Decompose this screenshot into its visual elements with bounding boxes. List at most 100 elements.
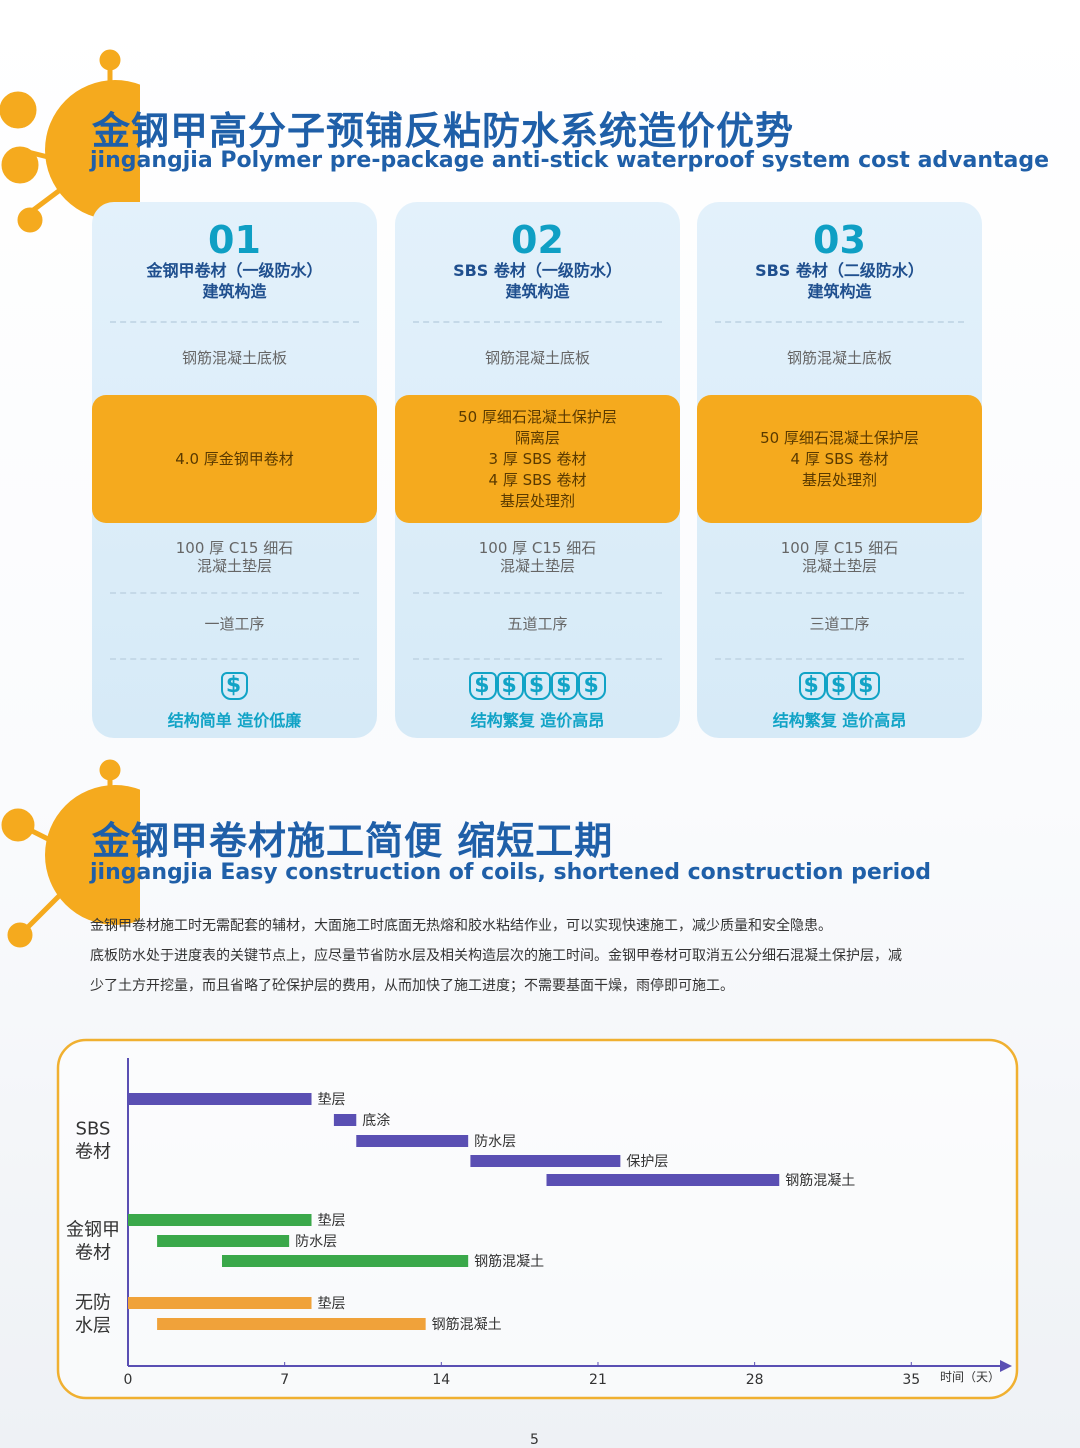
layer-text: 钢筋混凝土底板 bbox=[181, 349, 287, 367]
highlight-line: 基层处理剂 bbox=[499, 491, 575, 510]
paragraph-line: 金钢甲卷材施工时无需配套的辅材，大面施工时底面无热熔和胶水粘结作业，可以实现快速… bbox=[90, 918, 832, 934]
x-axis-label: 时间（天） bbox=[940, 1370, 1000, 1384]
cost-icons: $ bbox=[92, 672, 377, 700]
gantt-bar bbox=[333, 1114, 357, 1126]
layer-text: 100 厚 C15 细石 混凝土垫层 bbox=[92, 539, 377, 575]
task-label: 钢筋混凝土 bbox=[432, 1316, 502, 1333]
group-label: SBS bbox=[76, 1119, 111, 1140]
task-label: 垫层 bbox=[318, 1213, 346, 1229]
money-bag: $ bbox=[578, 672, 606, 700]
task-label: 防水层 bbox=[295, 1234, 337, 1250]
task-label: 底涂 bbox=[362, 1113, 390, 1129]
divider bbox=[715, 658, 964, 660]
highlight-line: 3 厚 SBS 卷材 bbox=[488, 449, 587, 468]
card-number: 01 bbox=[208, 218, 261, 262]
money-bag: $ bbox=[496, 672, 524, 700]
page-number: 5 bbox=[530, 1432, 539, 1448]
heading-line: SBS 卷材（二级防水） bbox=[755, 261, 924, 280]
subtitle: jingangjia Easy construction of coils, s… bbox=[90, 860, 932, 885]
card-footer: 结构简单 造价低廉 bbox=[167, 711, 302, 730]
highlight-line: 50 厚细石混凝土保护层 bbox=[760, 428, 919, 447]
card: 02 SBS 卷材（一级防水） 建筑构造钢筋混凝土底板 50 厚细石混凝土保护层 隔离层… bbox=[395, 202, 680, 738]
gantt-bar bbox=[157, 1318, 426, 1330]
heading-line: 建筑构造 bbox=[202, 282, 267, 301]
group-label: 水层 bbox=[75, 1316, 111, 1337]
heading-line: 金钢甲卷材（一级防水） bbox=[146, 261, 323, 280]
x-tick-label: 14 bbox=[432, 1372, 450, 1388]
cushion-line: 混凝土垫层 bbox=[196, 557, 272, 575]
card-footer: 结构繁复 造价高昂 bbox=[772, 711, 907, 730]
layer-text: 钢筋混凝土底板 bbox=[484, 349, 590, 367]
layer-text: 100 厚 C15 细石 混凝土垫层 bbox=[697, 539, 982, 575]
divider bbox=[413, 592, 662, 594]
gantt-bar bbox=[356, 1135, 469, 1147]
cushion-line: 100 厚 C15 细石 bbox=[780, 539, 899, 557]
gantt-bar bbox=[470, 1155, 621, 1167]
card: 01 金钢甲卷材（一级防水） 建筑构造钢筋混凝土底板 4.0 厚金钢甲卷材 100 厚 … bbox=[92, 202, 377, 738]
gantt-bar bbox=[157, 1235, 290, 1247]
money-bag: $ bbox=[825, 672, 854, 700]
highlight-line: 4 厚 SBS 卷材 bbox=[488, 470, 587, 489]
heading-line: 建筑构造 bbox=[505, 282, 570, 301]
layer-text: 钢筋混凝土底板 bbox=[786, 349, 892, 367]
card-number: 03 bbox=[813, 218, 866, 262]
gantt-bar bbox=[128, 1297, 312, 1309]
heading-line: SBS 卷材（一级防水） bbox=[453, 261, 622, 280]
card: 03 SBS 卷材（二级防水） 建筑构造钢筋混凝土底板 50 厚细石混凝土保护层 4 厚… bbox=[697, 202, 982, 738]
group-label: 卷材 bbox=[75, 1142, 111, 1163]
divider bbox=[110, 658, 359, 660]
money-bag: $ bbox=[220, 672, 249, 700]
paragraph-line: 底板防水处于进度表的关键节点上，应尽量节省防水层及相关构造层次的施工时间。金钢甲… bbox=[90, 948, 902, 964]
cushion-line: 混凝土垫层 bbox=[801, 557, 877, 575]
money-bag: $ bbox=[469, 672, 497, 700]
group-label: 金钢甲 bbox=[66, 1220, 120, 1241]
gantt-bar bbox=[546, 1174, 780, 1186]
divider bbox=[413, 658, 662, 660]
cost-icons: $ $ $ bbox=[697, 672, 982, 700]
money-bag: $ bbox=[523, 672, 552, 700]
gantt-bar bbox=[128, 1214, 312, 1226]
x-tick-label: 28 bbox=[746, 1372, 764, 1388]
card-heading: SBS 卷材（一级防水） 建筑构造 bbox=[395, 260, 680, 302]
money-bag: $ bbox=[853, 672, 881, 700]
highlight-line: 4.0 厚金钢甲卷材 bbox=[175, 449, 294, 468]
divider bbox=[110, 321, 359, 323]
steps-text: 五道工序 bbox=[507, 615, 568, 633]
x-tick-label: 7 bbox=[280, 1372, 289, 1388]
card-footer: 结构繁复 造价高昂 bbox=[470, 711, 605, 730]
paragraph-line: 少了土方开挖量，而且省略了砼保护层的费用，从而加快了施工进度；不需要基面干燥，雨… bbox=[90, 978, 734, 994]
title: 金钢甲卷材施工简便 缩短工期 bbox=[92, 819, 614, 863]
cushion-line: 混凝土垫层 bbox=[499, 557, 575, 575]
highlight-line: 隔离层 bbox=[514, 428, 560, 447]
highlight-line: 基层处理剂 bbox=[801, 470, 877, 489]
cushion-line: 100 厚 C15 细石 bbox=[175, 539, 294, 557]
x-tick-label: 21 bbox=[589, 1372, 607, 1388]
subtitle: jingangjia Polymer pre-package anti-stic… bbox=[90, 148, 1050, 173]
task-label: 钢筋混凝土 bbox=[474, 1253, 544, 1270]
highlight-layer: 50 厚细石混凝土保护层 4 厚 SBS 卷材 基层处理剂 bbox=[697, 395, 982, 523]
divider bbox=[715, 321, 964, 323]
task-label: 垫层 bbox=[318, 1092, 346, 1108]
gantt-bar bbox=[128, 1093, 312, 1105]
cost-icons: $ $ $ $ $ bbox=[395, 672, 680, 700]
task-label: 钢筋混凝土 bbox=[785, 1172, 855, 1189]
gantt-bar bbox=[221, 1255, 469, 1267]
title: 金钢甲高分子预铺反粘防水系统造价优势 bbox=[92, 109, 795, 153]
divider bbox=[715, 592, 964, 594]
divider bbox=[110, 592, 359, 594]
cushion-line: 100 厚 C15 细石 bbox=[478, 539, 597, 557]
heading-line: 建筑构造 bbox=[807, 282, 872, 301]
task-label: 防水层 bbox=[474, 1134, 516, 1150]
card-number: 02 bbox=[511, 218, 564, 262]
layer-text: 100 厚 C15 细石 混凝土垫层 bbox=[395, 539, 680, 575]
highlight-line: 50 厚细石混凝土保护层 bbox=[458, 407, 617, 426]
x-tick-label: 35 bbox=[902, 1372, 920, 1388]
card-heading: 金钢甲卷材（一级防水） 建筑构造 bbox=[92, 260, 377, 302]
card-heading: SBS 卷材（二级防水） 建筑构造 bbox=[697, 260, 982, 302]
decor bbox=[0, 49, 140, 233]
steps-text: 一道工序 bbox=[204, 615, 265, 633]
axis-arrow bbox=[1000, 1360, 1012, 1372]
money-bag: $ bbox=[551, 672, 579, 700]
task-label: 保护层 bbox=[626, 1154, 668, 1170]
